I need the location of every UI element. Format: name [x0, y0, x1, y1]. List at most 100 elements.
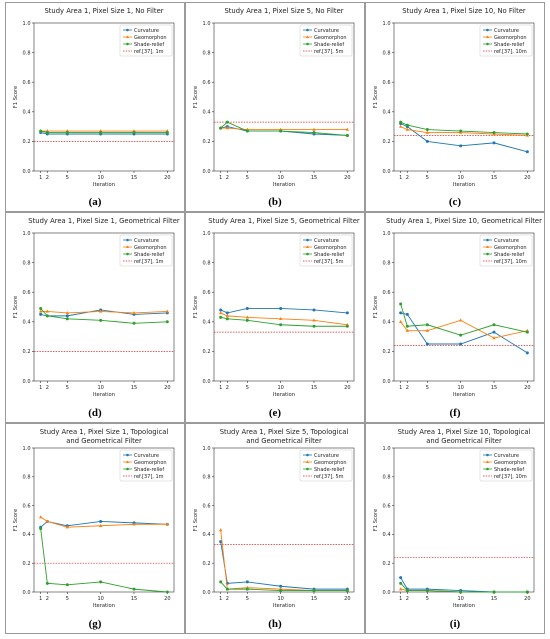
plot-frame: [33, 447, 175, 593]
data-point: [398, 124, 403, 128]
series-line-shade-relief: [40, 528, 168, 593]
y-tick-label: 0.0: [383, 379, 391, 385]
data-point: [425, 128, 429, 132]
x-tick-label: 10: [457, 385, 463, 391]
y-tick-label: 0.4: [383, 320, 391, 326]
y-axis-label: F1 Score: [193, 509, 199, 531]
legend-box: [299, 449, 353, 482]
data-point: [98, 523, 103, 527]
data-point: [405, 312, 409, 316]
x-tick-label: 2: [46, 385, 49, 391]
x-tick-label: 20: [164, 385, 170, 391]
data-point: [245, 318, 249, 322]
x-tick-label: 20: [344, 596, 350, 602]
y-tick-label: 0.6: [203, 80, 211, 86]
chart-panel: Study Area 1, Pixel Size 10, Geometrical…: [365, 212, 545, 423]
x-axis-label: Iteration: [453, 182, 475, 188]
x-tick-label: 5: [246, 385, 249, 391]
chart-panel: Study Area 1, Pixel Size 5, No Filter 0.0…: [185, 2, 365, 212]
x-axis-label: Iteration: [273, 182, 295, 188]
x-tick-label: 2: [406, 385, 409, 391]
y-tick-label: 0.0: [23, 379, 31, 385]
y-tick-label: 0.4: [23, 320, 31, 326]
data-point: [219, 315, 223, 319]
data-point: [312, 127, 316, 131]
y-tick-label: 0.0: [23, 590, 31, 596]
y-tick-label: 0.2: [203, 139, 211, 145]
data-point: [225, 120, 229, 124]
data-point: [225, 317, 229, 321]
panel-label: (a): [88, 196, 102, 208]
panel-label: (b): [268, 196, 282, 208]
data-point: [219, 540, 223, 544]
legend-marker: [306, 252, 309, 256]
data-point: [405, 127, 410, 131]
data-point: [98, 309, 103, 313]
legend-label: Shade-relief: [494, 42, 524, 48]
data-point: [279, 584, 283, 588]
data-point: [245, 315, 250, 319]
x-tick-label: 15: [491, 175, 497, 181]
y-axis-label: F1 Score: [13, 86, 19, 108]
x-tick-label: 1: [399, 596, 402, 602]
x-tick-label: 15: [491, 385, 497, 391]
data-point: [65, 311, 70, 315]
chart-title: Study Area 1, Pixel Size 10, Topological: [398, 428, 531, 436]
legend-label: ref.[37], 5m: [314, 49, 344, 55]
data-point: [165, 522, 170, 526]
legend-box: [119, 234, 173, 267]
x-axis-label: Iteration: [453, 392, 475, 398]
data-point: [39, 306, 43, 310]
y-tick-label: 0.8: [383, 50, 391, 56]
chart-title: Study Area 1, Pixel Size 1, Geometrical …: [28, 217, 180, 225]
legend-label: ref.[37], 1m: [134, 259, 164, 265]
data-point: [312, 589, 316, 593]
x-axis-label: Iteration: [453, 603, 475, 609]
legend-label: Shade-relief: [314, 42, 344, 48]
data-point: [312, 131, 316, 135]
chart-title: Study Area 1, Pixel Size 1, No Filter: [44, 7, 163, 15]
x-tick-label: 15: [131, 175, 137, 181]
legend-label: Shade-relief: [134, 467, 164, 473]
y-tick-label: 0.2: [383, 139, 391, 145]
legend-box: [479, 449, 533, 482]
x-tick-label: 5: [426, 385, 429, 391]
data-point: [345, 311, 349, 315]
data-point: [312, 318, 316, 322]
x-tick-label: 5: [246, 175, 249, 181]
data-point: [425, 323, 429, 327]
x-tick-label: 20: [164, 175, 170, 181]
data-point: [278, 316, 283, 321]
y-tick-label: 1.0: [383, 446, 391, 452]
y-tick-label: 0.2: [23, 349, 31, 355]
legend-label: Geomorphon: [134, 460, 167, 466]
data-point: [399, 302, 403, 306]
legend-label: Shade-relief: [134, 42, 164, 48]
x-tick-label: 10: [97, 596, 103, 602]
data-point: [99, 519, 103, 523]
data-point: [279, 306, 283, 310]
legend-label: ref.[37], 10m: [494, 474, 527, 480]
legend-label: Geomorphon: [314, 245, 347, 251]
chart-panel: Study Area 1, Pixel Size 5, Topological a…: [185, 423, 365, 634]
series-line-geomorphon: [400, 319, 528, 339]
data-point: [458, 318, 463, 322]
x-tick-label: 5: [66, 385, 69, 391]
y-tick-label: 0.6: [383, 503, 391, 509]
legend-marker: [126, 453, 129, 457]
y-tick-label: 0.6: [203, 290, 211, 296]
data-point: [99, 318, 103, 322]
legend-label: Curvature: [494, 453, 519, 459]
legend-marker: [486, 28, 489, 32]
y-tick-label: 0.8: [23, 260, 31, 266]
legend-marker: [126, 460, 129, 463]
x-tick-label: 5: [246, 596, 249, 602]
x-tick-label: 15: [311, 596, 317, 602]
chart-panel: Study Area 1, Pixel Size 1, Geometrical …: [5, 212, 185, 423]
x-tick-label: 15: [131, 596, 137, 602]
plot-frame: [213, 447, 355, 593]
legend-label: Shade-relief: [134, 252, 164, 258]
x-axis-label: Iteration: [93, 603, 115, 609]
legend-marker: [306, 453, 309, 457]
data-point: [45, 309, 50, 313]
